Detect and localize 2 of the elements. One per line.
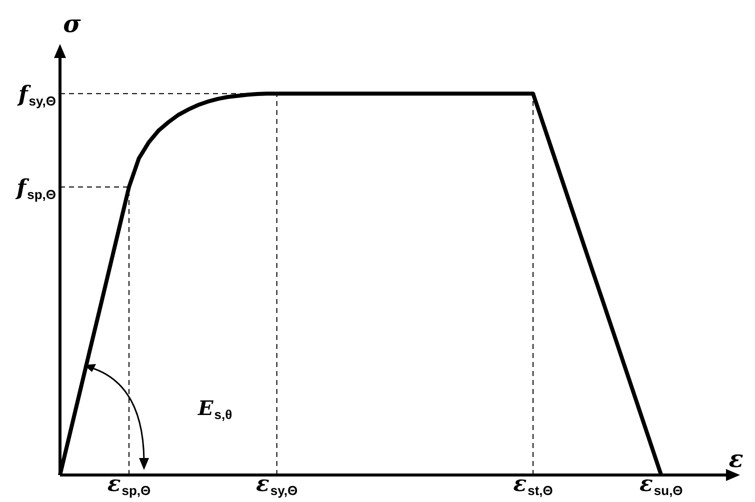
x-axis-title: ε bbox=[728, 444, 744, 473]
y-axis-title: σ bbox=[63, 9, 82, 38]
